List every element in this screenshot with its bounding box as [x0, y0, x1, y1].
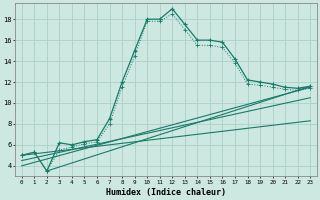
- X-axis label: Humidex (Indice chaleur): Humidex (Indice chaleur): [106, 188, 226, 197]
